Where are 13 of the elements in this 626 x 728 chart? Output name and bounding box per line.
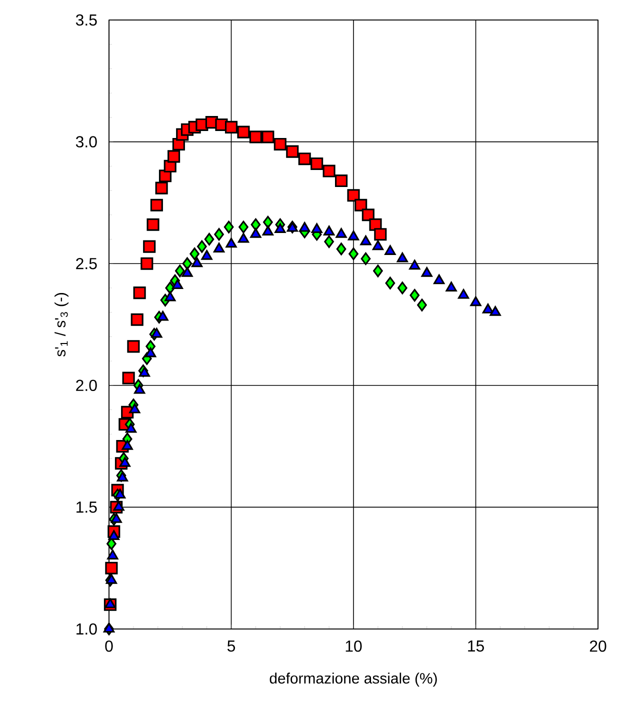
x-tick-label: 10: [346, 640, 362, 652]
y-tick-label: 2.0: [76, 380, 97, 392]
x-axis-title: deformazione assiale (%): [270, 672, 437, 687]
x-tick-label: 20: [590, 640, 606, 652]
y-tick-label: 3.5: [76, 14, 97, 26]
y-tick-label: 1.5: [76, 502, 97, 513]
x-tick-label: 5: [227, 640, 236, 652]
y-axis-title: s'$_{1}$ / s'$_{3}$ (-): [54, 293, 68, 356]
x-tick-label: 0: [105, 640, 113, 652]
y-tick-label: 2.5: [76, 258, 97, 270]
y-tick-label: 1.0: [76, 623, 97, 635]
y-tick-label: 3.0: [76, 136, 97, 148]
x-tick-label: 15: [468, 640, 484, 652]
